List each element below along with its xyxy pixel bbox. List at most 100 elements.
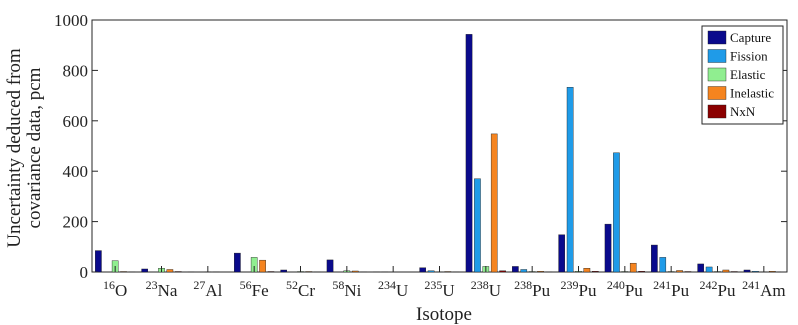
bar-capture-3 [234, 252, 241, 273]
x-tick-label: 239Pu [561, 278, 597, 300]
isotope-element: Na [158, 281, 178, 300]
bars [95, 34, 784, 273]
legend-swatch-elastic [707, 67, 727, 82]
isotope-element: Pu [625, 281, 643, 300]
isotope-mass-number: 235 [424, 278, 442, 292]
bar-capture-0 [95, 250, 102, 273]
bar-nxn-12 [684, 271, 692, 273]
x-tick-label: 234U [378, 278, 408, 300]
isotope-mass-number: 241 [653, 278, 671, 292]
isotope-mass-number: 56 [240, 278, 252, 292]
x-tick-label: 241Pu [653, 278, 689, 300]
isotope-mass-number: 240 [607, 278, 625, 292]
isotope-element: Fe [252, 281, 269, 300]
x-tick-label: 58Ni [332, 278, 361, 300]
isotope-mass-number: 23 [146, 278, 158, 292]
bar-inelastic-4 [305, 271, 313, 273]
isotope-element: Pu [579, 281, 597, 300]
x-tick-label: 242Pu [700, 278, 736, 300]
x-tick-label: 16O [103, 278, 127, 300]
x-tick-label: 238Pu [514, 278, 550, 300]
legend-swatch-nxn [707, 104, 727, 119]
x-axis-title: Isotope [416, 304, 472, 325]
y-tick-label: 600 [63, 112, 89, 131]
legend-swatch-fission [707, 49, 727, 63]
x-tick-labels: 16O 23Na 27Al 56Fe 52Cr 58Ni 234U 235U 238U 238Pu… [103, 278, 786, 300]
isotope-mass-number: 58 [332, 278, 344, 292]
legend-swatch-capture [707, 30, 727, 45]
bar-inelastic-8 [490, 133, 498, 273]
x-tick-label: 235U [424, 278, 454, 300]
bar-inelastic-11 [629, 262, 637, 273]
bar-capture-8 [465, 34, 473, 273]
y-tick-label: 0 [80, 263, 89, 282]
axes [92, 19, 787, 273]
isotope-element: Al [205, 281, 222, 300]
bar-nxn-13 [731, 271, 738, 273]
bar-capture-12 [651, 244, 658, 273]
bar-inelastic-3 [259, 259, 266, 273]
bar-capture-10 [558, 234, 565, 273]
legend-swatch-inelastic [707, 86, 727, 100]
x-tick-label: 27Al [193, 278, 222, 300]
isotope-element: O [115, 281, 127, 300]
isotope-mass-number: 238 [514, 278, 532, 292]
x-tick-label: 23Na [146, 278, 178, 300]
bar-fission-9 [520, 269, 528, 273]
isotope-element: Pu [532, 281, 550, 300]
y-axis-title-line2: covariance data, pcm [24, 67, 45, 228]
isotope-element: U [489, 281, 501, 300]
isotope-mass-number: 241 [742, 278, 760, 292]
bar-inelastic-7 [444, 271, 452, 273]
y-tick-label: 800 [63, 61, 89, 80]
x-tick-label: 241Am [742, 278, 786, 300]
bar-capture-11 [604, 223, 612, 273]
bar-inelastic-1 [166, 269, 174, 273]
isotope-element: U [396, 281, 408, 300]
bar-capture-13 [697, 263, 704, 273]
isotope-mass-number: 242 [700, 278, 718, 292]
y-axis-title-line1: Uncertainty deduced from [4, 48, 25, 248]
x-tick-label: 240Pu [607, 278, 643, 300]
bar-inelastic-5 [351, 270, 359, 273]
x-tick-label: 238U [471, 278, 501, 300]
isotope-mass-number: 52 [286, 278, 298, 292]
plot-frame [91, 19, 788, 273]
isotope-element: U [442, 281, 454, 300]
bar-capture-5 [326, 259, 334, 273]
y-tick-labels: 0 200 400 600 800 1000 [54, 11, 88, 282]
legend: Capture Fission Elastic Inelastic NxN [701, 25, 784, 125]
bar-fission-8 [474, 178, 481, 273]
bar-fission-7 [427, 270, 435, 273]
bar-capture-1 [141, 268, 149, 273]
bar-nxn-11 [638, 271, 645, 273]
legend-label-capture: Capture [730, 30, 771, 45]
plot-area [91, 19, 788, 273]
bar-inelastic-13 [722, 269, 730, 273]
isotope-mass-number: 239 [561, 278, 579, 292]
isotope-element: Am [760, 281, 786, 300]
y-tick-label: 200 [63, 213, 89, 232]
legend-label-inelastic: Inelastic [730, 86, 774, 101]
bar-capture-4 [280, 269, 288, 273]
bar-capture-7 [419, 267, 427, 273]
isotope-mass-number: 234 [378, 278, 396, 292]
bar-inelastic-12 [676, 270, 683, 273]
bar-capture-9 [512, 266, 519, 273]
isotope-element: Pu [671, 281, 689, 300]
y-tick-label: 400 [63, 162, 89, 181]
bar-fission-12 [659, 257, 667, 273]
isotope-mass-number: 27 [193, 278, 205, 292]
isotope-mass-number: 16 [103, 278, 115, 292]
y-axis-title: Uncertainty deduced from covariance data… [4, 48, 45, 248]
bar-inelastic-10 [583, 268, 591, 273]
bar-nxn-10 [592, 271, 599, 273]
legend-label-fission: Fission [730, 49, 768, 64]
isotope-element: Ni [344, 281, 361, 300]
isotope-mass-number: 238 [471, 278, 489, 292]
bar-inelastic-9 [537, 271, 544, 273]
isotope-element: Cr [298, 281, 315, 300]
bar-fission-11 [613, 152, 620, 273]
bar-nxn-8 [499, 270, 506, 273]
bar-nxn-3 [267, 271, 275, 273]
